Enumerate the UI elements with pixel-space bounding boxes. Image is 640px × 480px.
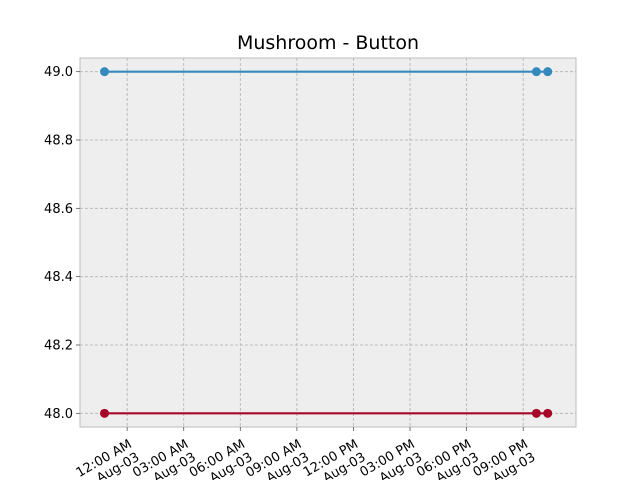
data-point	[100, 408, 110, 418]
y-tick-label: 48.6	[44, 202, 73, 217]
y-tick-label: 48.4	[44, 270, 73, 285]
data-point	[100, 67, 110, 77]
series-series-1	[100, 67, 553, 77]
y-axis: 48.0 48.2 48.4 48.6 48.8 49.0	[44, 65, 80, 422]
data-point	[543, 67, 553, 77]
y-tick-label: 48.8	[44, 134, 73, 149]
y-tick-label: 49.0	[44, 65, 73, 80]
data-point	[531, 408, 541, 418]
grid	[80, 58, 576, 427]
chart-title: Mushroom - Button	[237, 32, 419, 54]
y-tick-label: 48.2	[44, 339, 73, 354]
series-group	[100, 67, 553, 418]
data-point	[531, 67, 541, 77]
y-tick-label: 48.0	[44, 407, 73, 422]
series-series-2	[100, 408, 553, 418]
data-point	[543, 408, 553, 418]
plot-area	[79, 57, 577, 428]
